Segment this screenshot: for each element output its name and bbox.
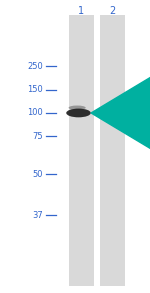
Ellipse shape — [69, 105, 86, 110]
Text: 100: 100 — [27, 108, 43, 117]
Ellipse shape — [66, 109, 91, 117]
Text: 37: 37 — [32, 211, 43, 219]
Text: 2: 2 — [110, 6, 116, 16]
Text: 1: 1 — [78, 6, 84, 16]
Text: 75: 75 — [32, 132, 43, 141]
Text: 150: 150 — [27, 85, 43, 94]
Bar — [100, 15, 125, 287]
Bar — [69, 15, 94, 287]
Text: 250: 250 — [27, 62, 43, 71]
Text: 50: 50 — [32, 170, 43, 179]
